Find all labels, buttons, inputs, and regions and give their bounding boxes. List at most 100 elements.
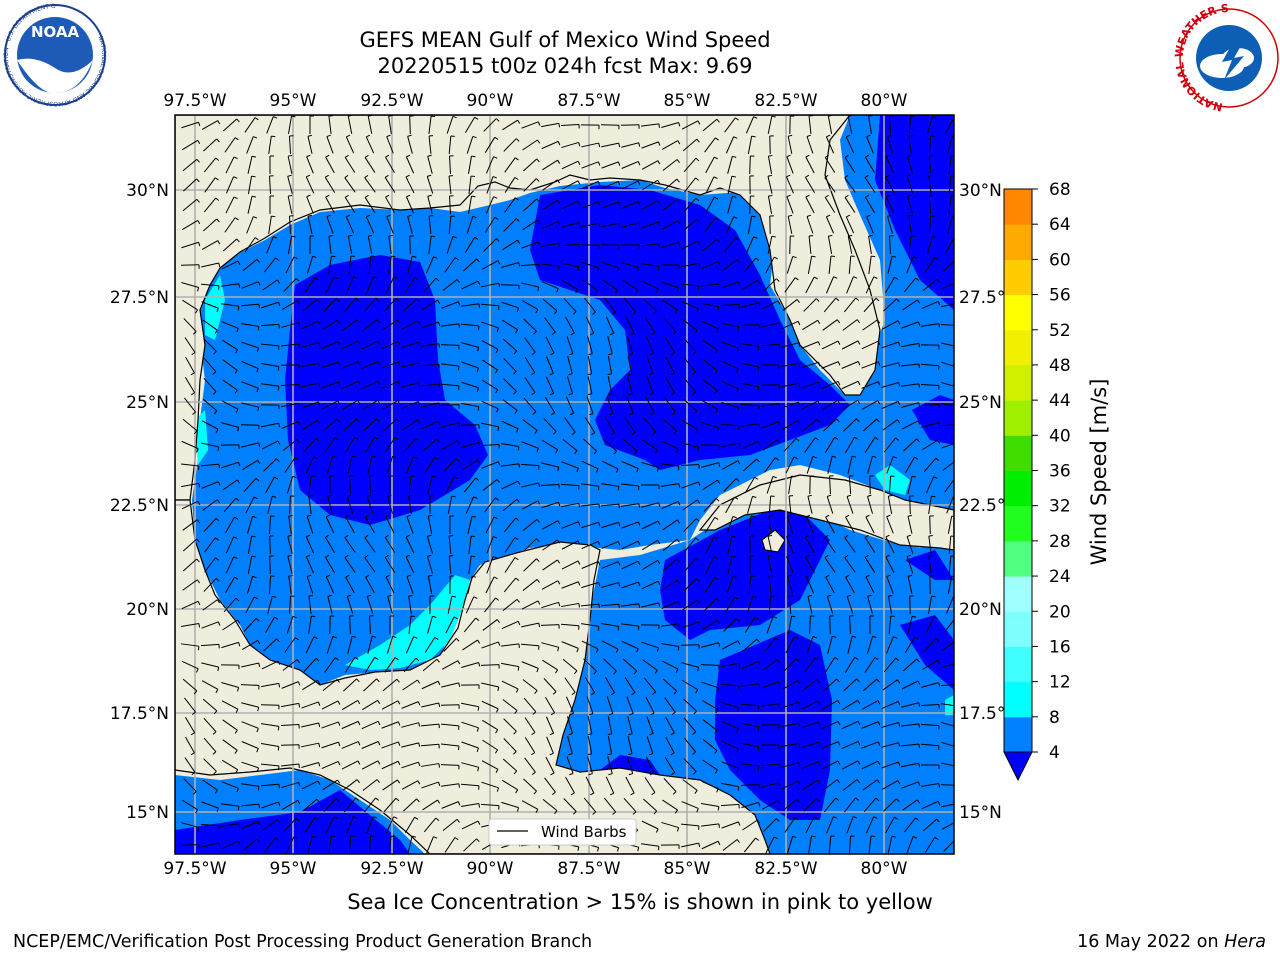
wind-barb-flag: [335, 298, 340, 302]
wind-barb: [261, 440, 279, 450]
wind-barb: [844, 797, 856, 813]
wind-barb-flag: [374, 436, 379, 440]
wind-barb-flag: [357, 340, 361, 345]
wind-barb: [601, 483, 619, 487]
wind-barb: [303, 437, 317, 453]
wind-barb: [322, 779, 338, 791]
wind-barb: [921, 301, 939, 309]
wind-barb-flag: [234, 217, 239, 221]
wind-barb: [200, 643, 220, 647]
wind-barb: [947, 576, 953, 594]
wind-barb: [801, 341, 819, 349]
wind-barb-flag: [190, 732, 195, 736]
wind-barb: [721, 322, 739, 328]
wind-barb: [826, 596, 834, 614]
wind-barb: [786, 836, 794, 854]
wind-barb: [621, 540, 639, 550]
wind-barb-flag: [873, 276, 878, 279]
wind-barb: [884, 437, 896, 453]
wind-barb: [922, 278, 938, 292]
wind-barb-flag: [497, 686, 500, 691]
wind-barb: [542, 798, 558, 812]
wind-barb: [724, 237, 736, 253]
wind-barb: [901, 402, 919, 408]
wind-barb-flag: [198, 623, 201, 628]
wind-barb-flag: [897, 401, 901, 406]
wind-barb: [287, 536, 293, 554]
wind-barb: [663, 778, 677, 792]
wind-barb: [202, 319, 218, 331]
wind-barb: [925, 476, 935, 494]
wind-barb-flag: [957, 640, 959, 643]
wind-barb-flag: [216, 807, 219, 813]
wind-barb-flag: [495, 597, 499, 601]
wind-barb: [486, 156, 494, 174]
wind-barb-flag: [612, 311, 616, 315]
wind-barb-flag: [618, 223, 621, 228]
wind-barb: [843, 678, 857, 692]
wind-barb: [522, 219, 538, 231]
wind-barb-flag: [237, 306, 240, 311]
wind-barb-flag: [737, 786, 740, 791]
wind-barb: [269, 175, 271, 195]
colorbar-bin: [1004, 224, 1032, 260]
wind-barb-flag: [815, 298, 820, 302]
wind-barb: [366, 496, 374, 514]
wind-barb: [849, 615, 851, 635]
wind-barb-flag: [928, 555, 933, 557]
wind-barb-flag: [453, 476, 458, 480]
wind-barb: [181, 440, 199, 450]
wind-barb: [222, 238, 238, 252]
wind-barb: [261, 742, 279, 748]
wind-barb: [760, 384, 780, 386]
wind-barb: [942, 461, 954, 471]
wind-barb-flag: [277, 726, 280, 731]
wind-barb: [401, 722, 419, 728]
wind-barb: [908, 216, 912, 234]
wind-barb-flag: [834, 656, 839, 660]
wind-barb-flag: [333, 276, 338, 280]
wind-barb-flag: [676, 199, 680, 203]
wind-barb: [403, 798, 417, 812]
wind-barb-flag: [307, 574, 312, 577]
wind-barb: [461, 820, 479, 830]
wind-barb-flag: [347, 594, 352, 597]
wind-barb: [621, 222, 639, 228]
wind-barb: [887, 836, 893, 854]
wind-barb: [906, 556, 914, 574]
wind-barb: [781, 701, 799, 709]
wind-barb: [481, 760, 499, 770]
wind-barb-flag: [277, 440, 281, 445]
wind-barb-flag: [628, 353, 633, 356]
wind-barb-flag: [238, 462, 241, 467]
wind-barb-flag: [513, 390, 517, 395]
wind-barb-flag: [589, 713, 594, 716]
wind-barb: [920, 383, 940, 387]
wind-barb: [763, 818, 777, 832]
wind-barb: [585, 776, 595, 794]
wind-barb: [725, 216, 735, 234]
wind-barb: [281, 421, 299, 429]
wind-barb: [460, 783, 480, 787]
wind-barb: [386, 216, 394, 234]
wind-barb-flag: [234, 516, 239, 520]
wind-barb: [881, 701, 899, 709]
wind-barb-flag: [610, 692, 615, 696]
wind-barb-flag: [676, 178, 680, 183]
wind-barb-flag: [757, 346, 760, 351]
wind-barb-flag: [913, 256, 918, 259]
wind-barb-flag: [737, 640, 741, 645]
wind-barb: [467, 196, 473, 214]
wind-barb-flag: [915, 817, 920, 821]
wind-barb: [788, 595, 792, 615]
wind-barb-flag: [818, 742, 821, 747]
wind-barb-flag: [576, 648, 579, 653]
wind-barb: [244, 117, 256, 133]
wind-barb-flag: [537, 219, 541, 224]
wind-barb: [503, 218, 517, 232]
wind-barb-flag: [786, 174, 791, 178]
wind-barb: [464, 117, 476, 133]
lat-tick-label: 30°N: [959, 181, 1002, 201]
wind-barb: [841, 380, 859, 390]
wind-barb: [683, 398, 697, 412]
